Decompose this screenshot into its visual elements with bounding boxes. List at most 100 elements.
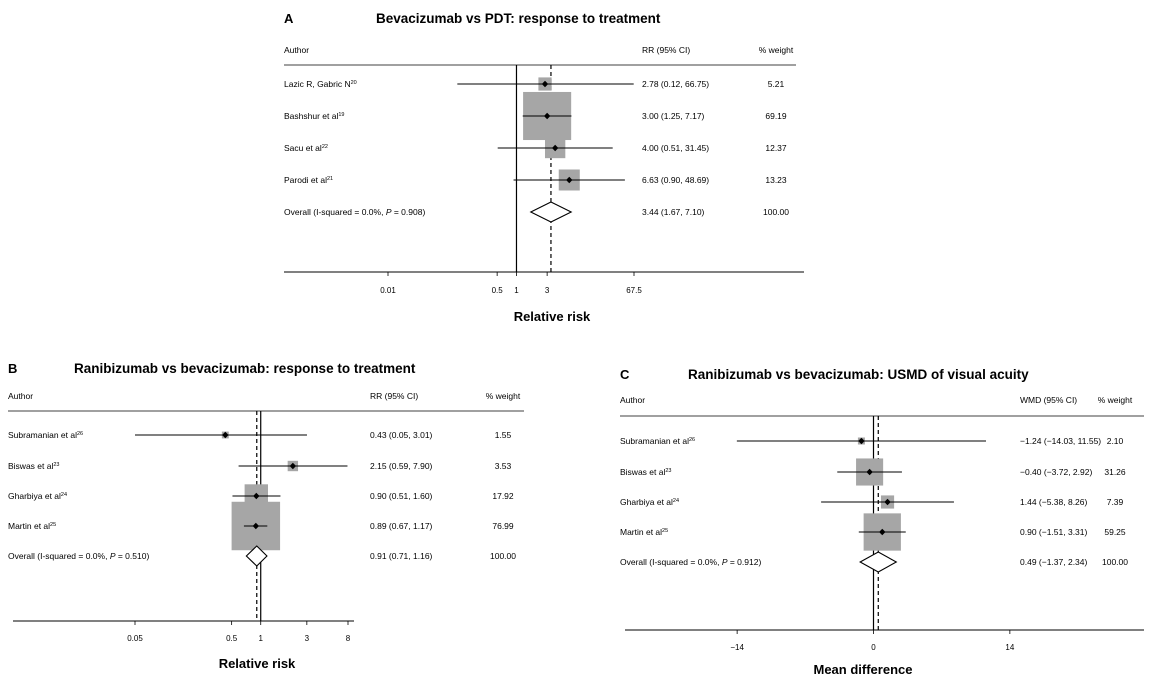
column-header-estimate: RR (95% CI) [642,45,690,55]
study-label: Subramanian et al26 [8,430,83,440]
study-name: Lazic R, Gabric N [284,79,351,89]
overall-weight-text: 100.00 [1102,557,1128,567]
forest-plot-c: C Ranibizumab vs bevacizumab: USMD of vis… [620,364,1148,677]
point-estimate [222,431,229,439]
column-header-estimate: RR (95% CI) [370,391,418,401]
overall-estimate-text: 0.91 (0.71, 1.16) [370,551,433,561]
study-label: Martin et al25 [620,527,668,537]
x-axis-label: Relative risk [219,656,296,671]
column-header-weight: % weight [1098,395,1133,405]
study-label: Bashshur et al19 [284,111,344,121]
study-label: Subramanian et al26 [620,436,695,446]
estimate-text: 0.90 (0.51, 1.60) [370,491,433,501]
study-reference: 19 [338,112,344,118]
chart-title: Bevacizumab vs PDT: response to treatmen… [376,11,661,26]
study-label: Biswas et al23 [8,461,59,471]
x-tick-label: 1 [259,634,264,643]
estimate-text: 1.44 (−5.38, 8.26) [1020,497,1088,507]
forest-plot-a: A Bevacizumab vs PDT: response to treatme… [284,8,804,328]
point-estimate [879,528,886,536]
weight-text: 59.25 [1104,527,1126,537]
x-tick-label: 0 [871,643,876,652]
weight-text: 69.19 [765,111,787,121]
estimate-text: 6.63 (0.90, 48.69) [642,175,709,185]
x-tick-label: 0.01 [380,286,396,295]
study-reference: 25 [662,528,668,534]
weight-text: 5.21 [768,79,785,89]
x-tick-label: −14 [730,643,744,652]
study-name: Martin et al [620,527,662,537]
study-label: Gharbiya et al24 [620,497,679,507]
panel-letter: A [284,11,294,26]
study-reference: 26 [77,431,83,437]
overall-estimate-text: 0.49 (−1.37, 2.34) [1020,557,1088,567]
x-tick-label: 1 [514,286,519,295]
study-name: Martin et al [8,521,50,531]
column-header-weight: % weight [759,45,794,55]
weight-text: 31.26 [1104,467,1126,477]
overall-p-label: P [722,557,728,567]
study-name: Bashshur et al [284,111,338,121]
study-reference: 23 [665,468,671,474]
weight-text: 76.99 [492,521,514,531]
overall-weight-text: 100.00 [763,207,789,217]
overall-p-value: = 0.908) [391,207,425,217]
overall-p-value: = 0.912) [727,557,761,567]
weight-text: 7.39 [1107,497,1124,507]
weight-text: 13.23 [765,175,787,185]
study-reference: 24 [61,492,67,498]
study-label: Biswas et al23 [620,467,671,477]
overall-weight-text: 100.00 [490,551,516,561]
weight-text: 17.92 [492,491,514,501]
study-label: Gharbiya et al24 [8,491,67,501]
overall-estimate-text: 3.44 (1.67, 7.10) [642,207,705,217]
column-header-author: Author [284,45,309,55]
study-name: Biswas et al [620,467,665,477]
estimate-text: 4.00 (0.51, 31.45) [642,143,709,153]
study-reference: 21 [327,176,333,182]
chart-title: Ranibizumab vs bevacizumab: response to … [74,361,416,376]
overall-p-value: = 0.510) [115,551,149,561]
overall-label: Overall (I-squared = 0.0%, P = 0.908) [284,207,425,217]
study-name: Subramanian et al [620,436,689,446]
forest-plot-c-svg: C Ranibizumab vs bevacizumab: USMD of vis… [620,367,1144,677]
estimate-text: 2.15 (0.59, 7.90) [370,461,433,471]
estimate-text: 2.78 (0.12, 66.75) [642,79,709,89]
point-estimate [289,462,297,470]
x-tick-label: 0.5 [226,634,238,643]
study-reference: 20 [351,80,357,86]
overall-label: Overall (I-squared = 0.0%, P = 0.912) [620,557,761,567]
study-label: Sacu et al22 [284,143,328,153]
x-tick-label: 14 [1005,643,1014,652]
x-tick-label: 3 [545,286,550,295]
study-name: Biswas et al [8,461,53,471]
overall-diamond [859,551,898,573]
study-reference: 25 [50,522,56,528]
overall-heterogeneity: Overall (I-squared = 0.0%, [284,207,386,217]
point-estimate [866,468,873,476]
x-axis-label: Relative risk [514,309,591,324]
study-reference: 22 [322,144,328,150]
study-label: Lazic R, Gabric N20 [284,79,357,89]
point-estimate [252,522,260,530]
x-tick-label: 0.05 [127,634,143,643]
x-tick-label: 0.5 [492,286,504,295]
column-header-weight: % weight [486,391,521,401]
study-label: Parodi et al21 [284,175,333,185]
overall-diamond [245,545,268,567]
overall-p-label: P [110,551,116,561]
point-estimate [253,492,260,500]
x-axis-label: Mean difference [814,662,913,677]
column-header-estimate: WMD (95% CI) [1020,395,1077,405]
estimate-text: 0.43 (0.05, 3.01) [370,430,433,440]
study-reference: 24 [673,498,679,504]
study-reference: 26 [689,437,695,443]
study-name: Gharbiya et al [8,491,61,501]
weight-text: 1.55 [495,430,512,440]
point-estimate [551,144,559,152]
overall-label: Overall (I-squared = 0.0%, P = 0.510) [8,551,149,561]
x-tick-label: 8 [346,634,351,643]
chart-title: Ranibizumab vs bevacizumab: USMD of visu… [688,367,1029,382]
study-reference: 23 [53,462,59,468]
estimate-text: −1.24 (−14.03, 11.55) [1020,436,1101,446]
